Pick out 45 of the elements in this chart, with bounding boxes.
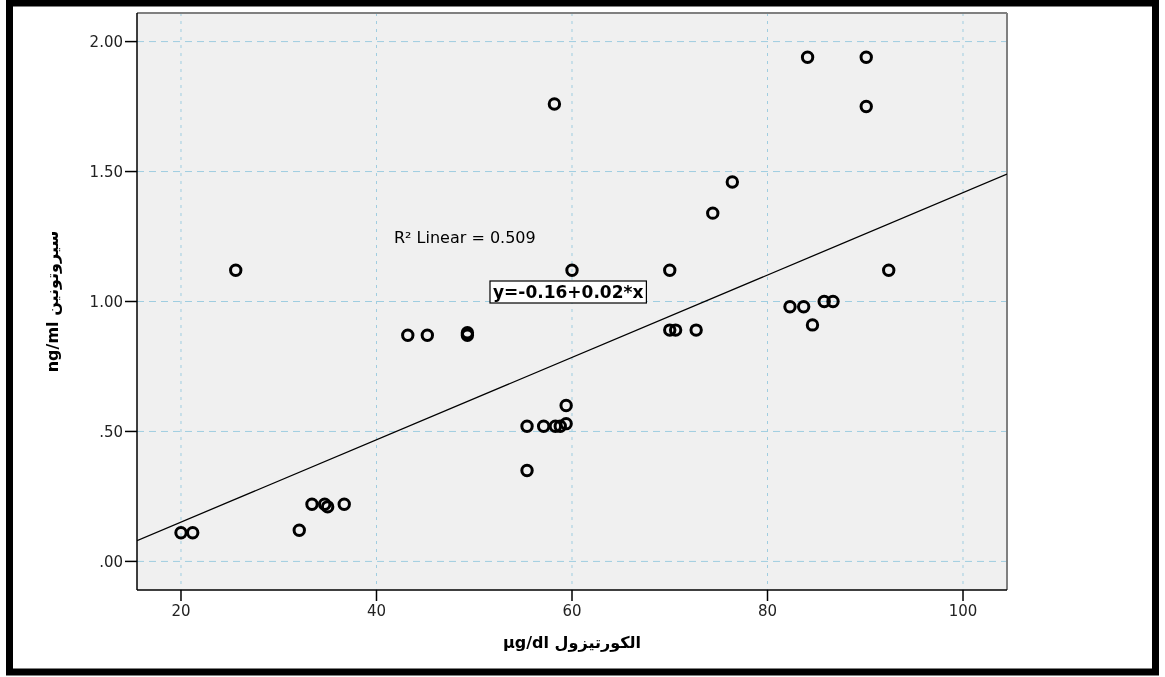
point: [817, 294, 831, 309]
y-tick-label: 2.00: [89, 32, 123, 51]
x-tick-label: 20: [171, 602, 191, 620]
point: [229, 263, 243, 278]
point: [800, 50, 815, 64]
point: [859, 50, 873, 64]
point: [689, 323, 703, 337]
point: [520, 463, 534, 478]
point: [559, 416, 573, 431]
y-tick-label: 1.50: [89, 162, 123, 181]
point: [553, 419, 567, 433]
point: [663, 323, 677, 337]
point: [668, 323, 683, 337]
point: [882, 263, 896, 278]
point: [186, 526, 200, 540]
point: [805, 318, 820, 332]
point: [783, 300, 797, 314]
point: [337, 497, 351, 511]
x-tick-label: 100: [948, 602, 978, 620]
point: [706, 206, 720, 220]
point: [663, 263, 677, 278]
x-tick-label: 80: [757, 602, 778, 620]
point: [292, 523, 306, 537]
x-tick-label: 40: [366, 602, 387, 620]
point: [796, 300, 811, 314]
point: [305, 497, 319, 511]
point: [559, 398, 573, 413]
annotation: R² Linear = 0.509: [394, 228, 536, 247]
point: [565, 263, 579, 278]
y-axis-title: ng/ml سيروتونين: [43, 230, 62, 373]
x-tick-label: 60: [562, 602, 582, 620]
point: [725, 175, 740, 189]
point: [536, 419, 551, 433]
y-tick-label: .50: [99, 422, 123, 441]
point: [520, 419, 534, 433]
y-tick-label: 1.00: [89, 292, 123, 311]
point: [401, 328, 415, 342]
x-axis-title: µg/dl الكورتيزول: [503, 633, 641, 652]
point: [548, 419, 563, 433]
point: [826, 294, 840, 309]
point: [420, 328, 435, 342]
point: [859, 99, 873, 114]
y-tick-label: .00: [99, 552, 123, 571]
point: [174, 526, 188, 540]
point: [547, 97, 562, 111]
